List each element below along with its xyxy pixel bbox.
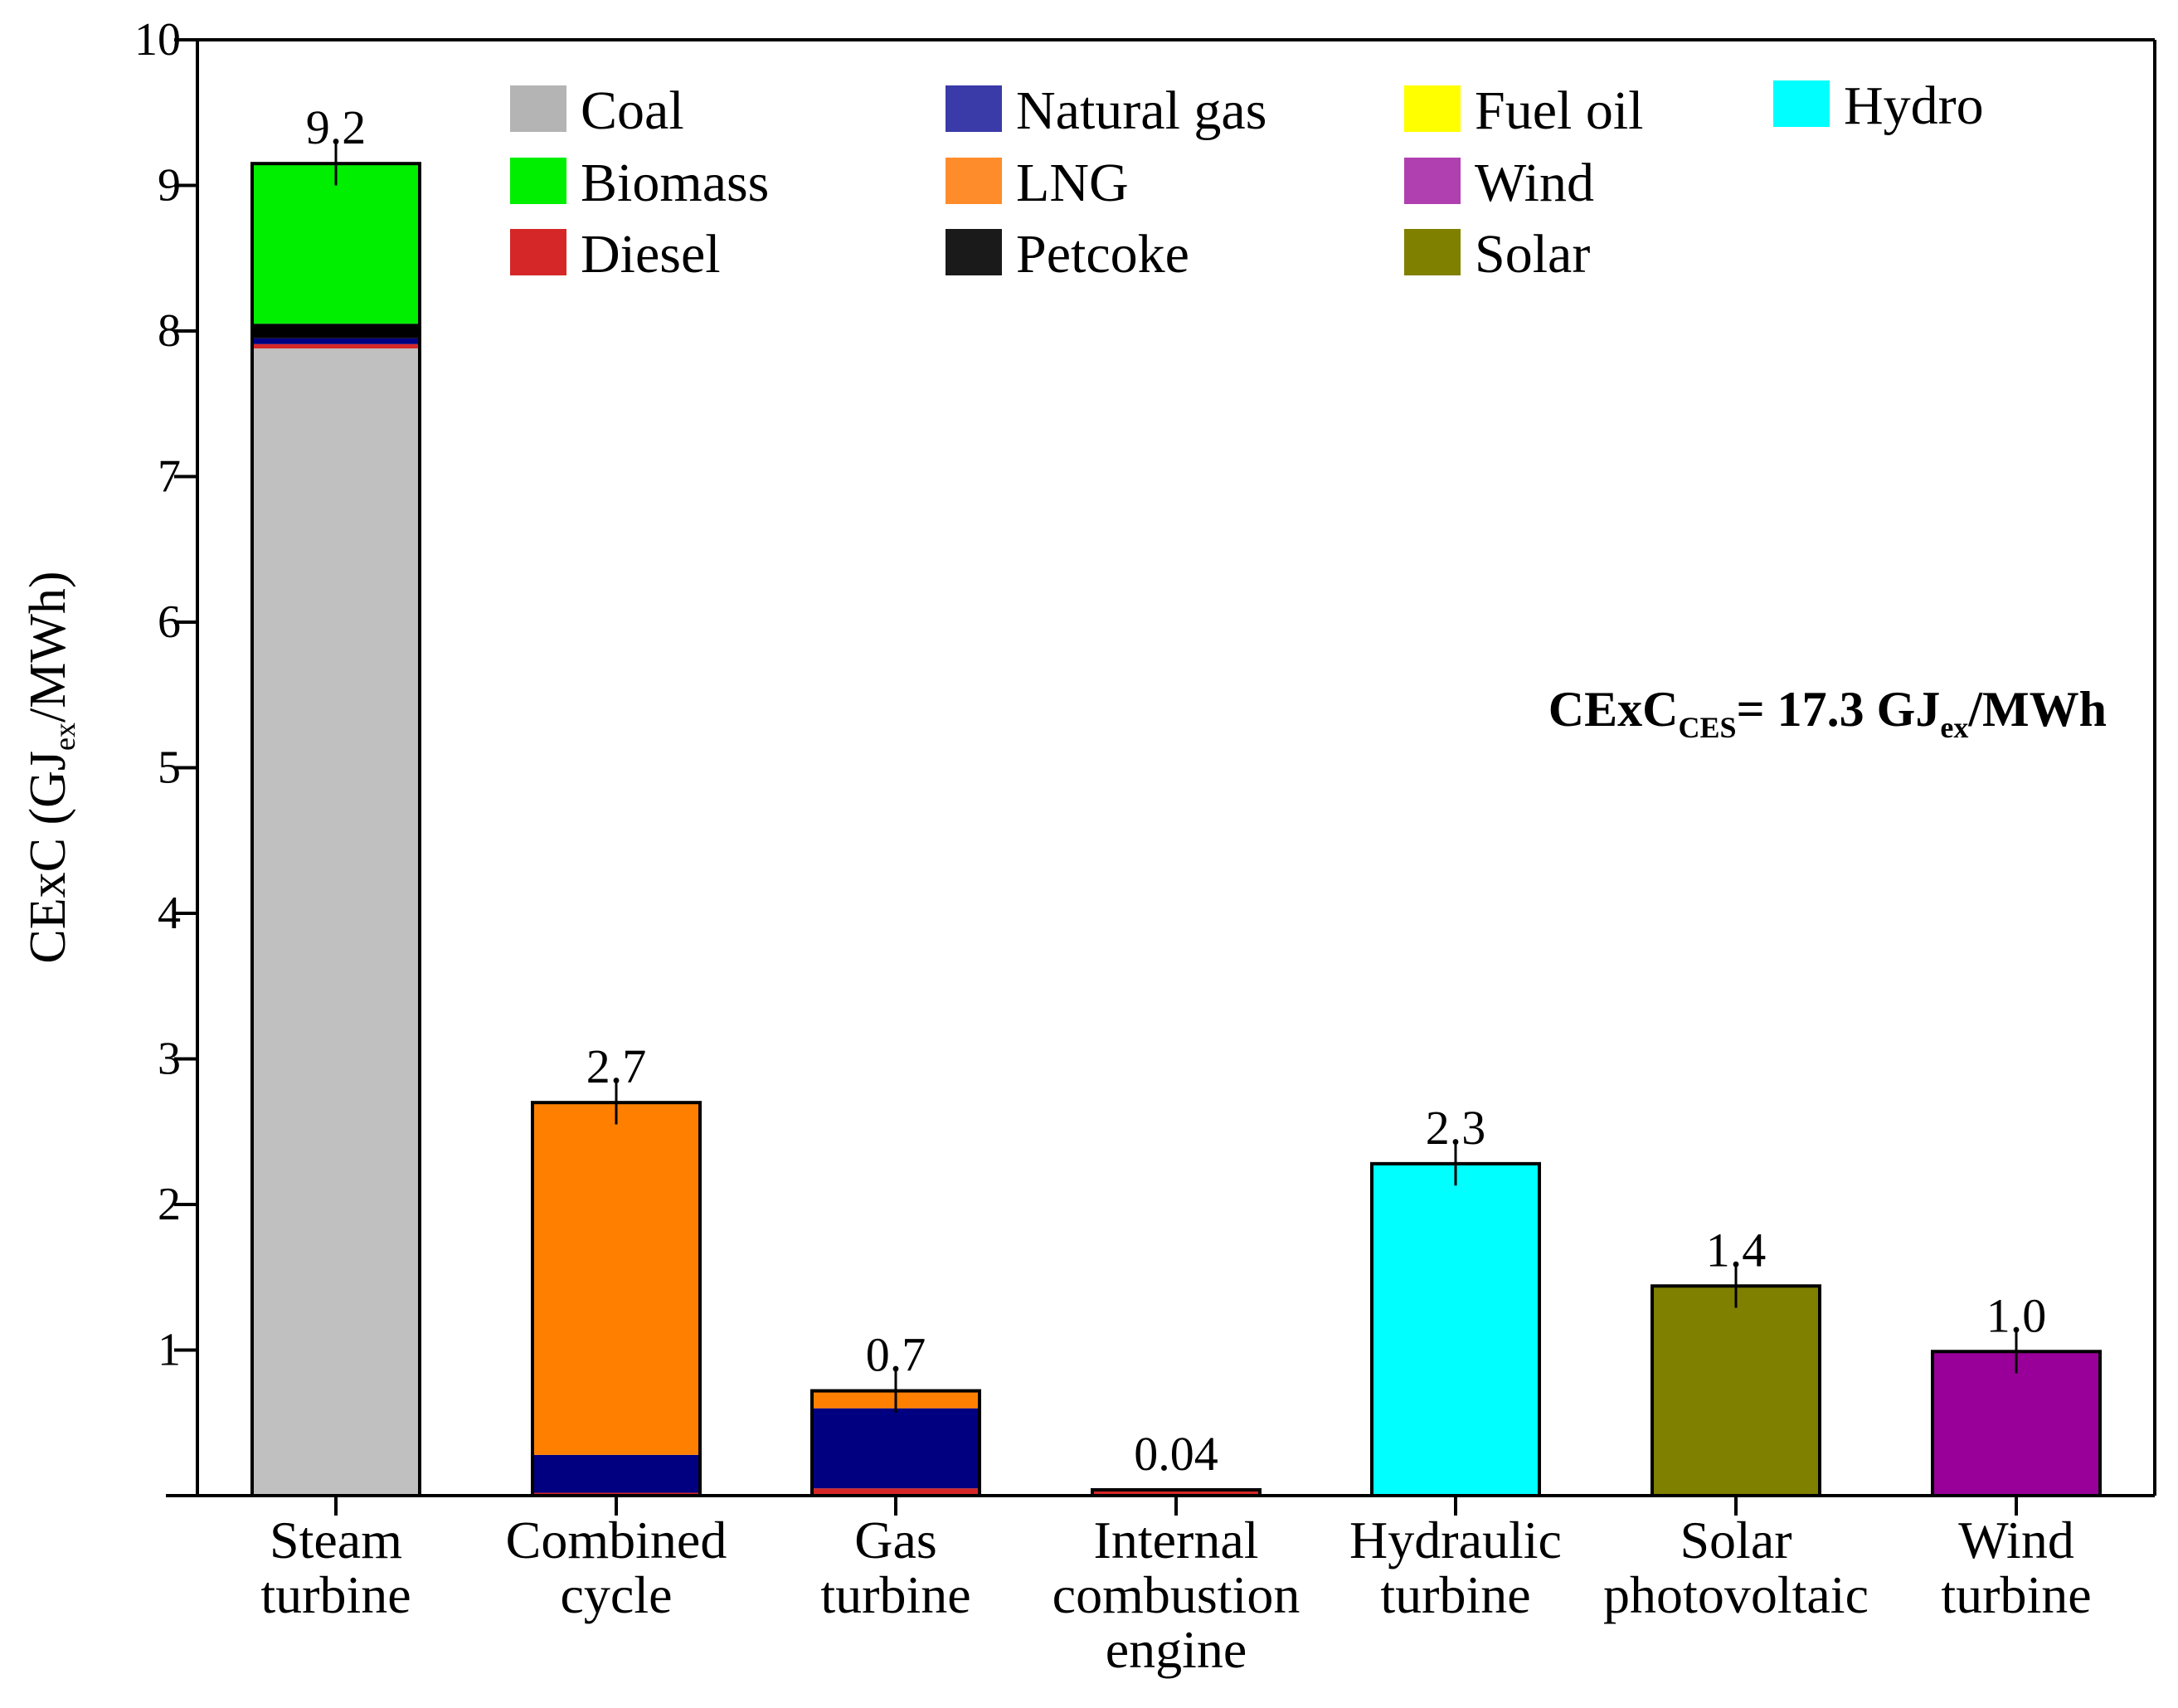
bar-segment-natural-gas <box>252 338 420 344</box>
bar-segment-diesel <box>1092 1489 1260 1496</box>
x-tick-label-line: engine <box>1106 1620 1247 1679</box>
y-tick-label: 3 <box>158 1034 181 1085</box>
legend-swatch-solar <box>1404 229 1461 275</box>
annotation-unit: /MWh <box>1967 682 2107 737</box>
legend-label: Diesel <box>581 224 721 285</box>
legend-swatch-diesel <box>510 229 566 275</box>
annotation-sub: CES <box>1678 711 1736 744</box>
value-label: 1.4 <box>1706 1223 1767 1277</box>
x-tick-label: Gas turbine <box>820 1511 970 1624</box>
x-tick-label: Wind turbine <box>1941 1511 2091 1624</box>
y-tick-label: 8 <box>158 305 181 357</box>
legend-label: Hydro <box>1844 75 1984 136</box>
annotation-main: CExC <box>1548 682 1679 737</box>
value-label: 0.7 <box>866 1328 926 1382</box>
x-tick-label-line: cycle <box>561 1565 673 1624</box>
legend-swatch-petcoke <box>946 229 1002 275</box>
bar-segment-diesel <box>812 1488 980 1496</box>
x-tick-label-line: Combined <box>506 1511 727 1569</box>
y-tick-label: 7 <box>158 451 181 503</box>
cexc-annotation: CExCCES= 17.3 GJex/MWh <box>1548 682 2107 744</box>
x-tick-label-line: turbine <box>820 1565 970 1624</box>
y-tick-label: 6 <box>158 596 181 648</box>
bar-segment-biomass <box>252 163 420 324</box>
value-label: 2.7 <box>586 1039 647 1093</box>
legend-label: Coal <box>581 80 684 141</box>
value-label: 1.0 <box>1986 1288 2047 1342</box>
legend-swatch-biomass <box>510 158 566 204</box>
x-tick-label: Solar photovoltaic <box>1603 1511 1869 1624</box>
value-label: 2.3 <box>1426 1101 1486 1155</box>
legend-label: LNG <box>1016 153 1129 213</box>
legend-label: Petcoke <box>1016 224 1189 285</box>
legend: Coal Biomass Diesel Natural gas LNG Petcoke Fu… <box>510 75 1984 285</box>
bar-segment-coal <box>252 348 420 1496</box>
annotation-value: = 17.3 GJ <box>1736 682 1940 737</box>
x-tick-label: Internal combustion engine <box>1053 1511 1300 1679</box>
legend-swatch-fuel-oil <box>1404 85 1461 132</box>
y-tick-label: 10 <box>134 14 181 66</box>
bar-segment-lng <box>532 1102 700 1455</box>
x-tick-label-line: Wind <box>1958 1511 2074 1569</box>
value-label: 0.04 <box>1134 1427 1218 1481</box>
legend-label: Solar <box>1475 224 1590 285</box>
x-tick-label: Hydraulic turbine <box>1349 1511 1562 1624</box>
x-tick-label-line: turbine <box>260 1565 411 1624</box>
bar-segment-wind <box>1932 1351 2100 1496</box>
legend-swatch-natural-gas <box>946 85 1002 132</box>
legend-swatch-hydro <box>1773 80 1830 127</box>
x-tick-label-line: Hydraulic <box>1349 1511 1562 1569</box>
x-tick-label: Steam turbine <box>260 1511 411 1624</box>
bar-segment-diesel <box>252 343 420 349</box>
annotation-sub: ex <box>1940 711 1968 744</box>
legend-swatch-wind <box>1404 158 1461 204</box>
legend-label: Biomass <box>581 153 769 213</box>
y-tick-label: 5 <box>158 742 181 794</box>
bar-segment-natural-gas <box>812 1408 980 1489</box>
y-axis-title: CExC (GJex/MWh) <box>20 571 81 963</box>
x-tick-label-line: Steam <box>270 1511 402 1569</box>
x-tick-label: Combined cycle <box>506 1511 727 1624</box>
x-tick-label-line: turbine <box>1380 1565 1530 1624</box>
bar-segment-natural-gas <box>532 1454 700 1493</box>
legend-swatch-coal <box>510 85 566 132</box>
legend-swatch-lng <box>946 158 1002 204</box>
y-tick-label: 4 <box>158 888 181 939</box>
y-axis-title-tail: /MWh) <box>20 571 76 723</box>
legend-label: Natural gas <box>1016 80 1266 141</box>
x-tick-label-line: Gas <box>854 1511 937 1569</box>
x-tick-label-line: Solar <box>1680 1511 1792 1569</box>
legend-label: Wind <box>1475 153 1594 213</box>
x-tick-label-line: Internal <box>1094 1511 1259 1569</box>
y-tick-label: 9 <box>158 160 181 212</box>
x-tick-label-line: combustion <box>1053 1565 1300 1624</box>
value-label: 9.2 <box>306 100 367 154</box>
bar-segment-petcoke <box>252 324 420 338</box>
bar-segment-hydro <box>1372 1163 1539 1496</box>
bar-segment-solar <box>1652 1286 1820 1496</box>
legend-label: Fuel oil <box>1475 80 1644 141</box>
y-axis-title-main: CExC (GJ <box>20 751 76 964</box>
x-tick-label-line: turbine <box>1941 1565 2091 1624</box>
y-tick-label: 2 <box>158 1179 181 1230</box>
x-tick-label-line: photovoltaic <box>1603 1565 1869 1624</box>
y-tick-label: 1 <box>158 1325 181 1376</box>
annotation: CExCCES= 17.3 GJex/MWh <box>1548 682 2107 744</box>
y-axis-title-sub: ex <box>48 723 81 751</box>
